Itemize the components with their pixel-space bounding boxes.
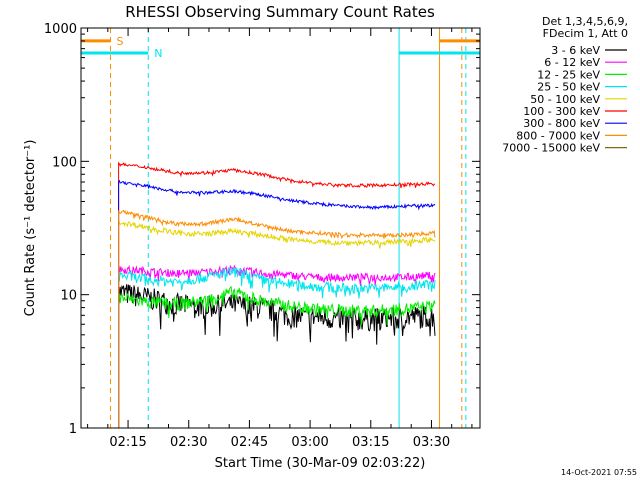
status-label-N: N bbox=[154, 47, 162, 60]
y-tick-label-2: 100 bbox=[52, 155, 77, 170]
legend-label-1: 6 - 12 keV bbox=[544, 56, 600, 69]
legend-label-7: 800 - 7000 keV bbox=[516, 129, 600, 142]
x-tick-label-2: 02:45 bbox=[231, 435, 268, 450]
y-tick-label-3: 1000 bbox=[44, 22, 77, 37]
legend-label-0: 3 - 6 keV bbox=[551, 44, 600, 57]
x-axis-label: Start Time (30-Mar-09 02:03:22) bbox=[215, 456, 426, 471]
series-line-7 bbox=[118, 209, 436, 428]
series-layer bbox=[118, 161, 436, 428]
y-tick-label-1: 10 bbox=[60, 289, 77, 304]
y-tick-label-0: 1 bbox=[69, 422, 77, 437]
legend-label-6: 300 - 800 keV bbox=[523, 117, 600, 130]
legend-label-4: 50 - 100 keV bbox=[530, 93, 600, 106]
series-line-4 bbox=[118, 220, 436, 428]
x-tick-label-0: 02:15 bbox=[109, 435, 146, 450]
legend: Det 1,3,4,5,6,9,FDecim 1, Att 0 3 - 6 keV… bbox=[502, 15, 628, 155]
series-line-2 bbox=[118, 285, 436, 428]
y-axis-label: Count Rate (s⁻¹ detector⁻¹) bbox=[23, 140, 38, 317]
legend-label-8: 7000 - 15000 keV bbox=[502, 142, 600, 155]
x-tick-label-3: 03:00 bbox=[291, 435, 328, 450]
legend-label-5: 100 - 300 keV bbox=[523, 105, 600, 118]
legend-label-3: 25 - 50 keV bbox=[537, 81, 600, 94]
series-line-0 bbox=[118, 284, 436, 428]
series-line-1 bbox=[118, 264, 436, 428]
x-tick-label-4: 03:15 bbox=[352, 435, 389, 450]
footer-timestamp: 14-Oct-2021 07:55 bbox=[561, 468, 637, 477]
x-tick-label-5: 03:30 bbox=[413, 435, 450, 450]
plot-frame bbox=[80, 27, 481, 429]
x-tick-label-1: 02:30 bbox=[170, 435, 207, 450]
series-line-5 bbox=[118, 161, 436, 428]
series-line-3 bbox=[118, 267, 436, 428]
chart-title: RHESSI Observing Summary Count Rates bbox=[125, 3, 435, 21]
series-line-6 bbox=[118, 179, 436, 428]
legend-header-0: Det 1,3,4,5,6,9, bbox=[542, 15, 628, 28]
legend-label-2: 12 - 25 keV bbox=[537, 68, 600, 81]
axes-layer: 1 10 100 1000 02:15 02:30 02:45 03:00 03:15 03:30 bbox=[44, 22, 481, 450]
legend-header-1: FDecim 1, Att 0 bbox=[543, 27, 628, 40]
status-label-S: S bbox=[117, 35, 124, 48]
